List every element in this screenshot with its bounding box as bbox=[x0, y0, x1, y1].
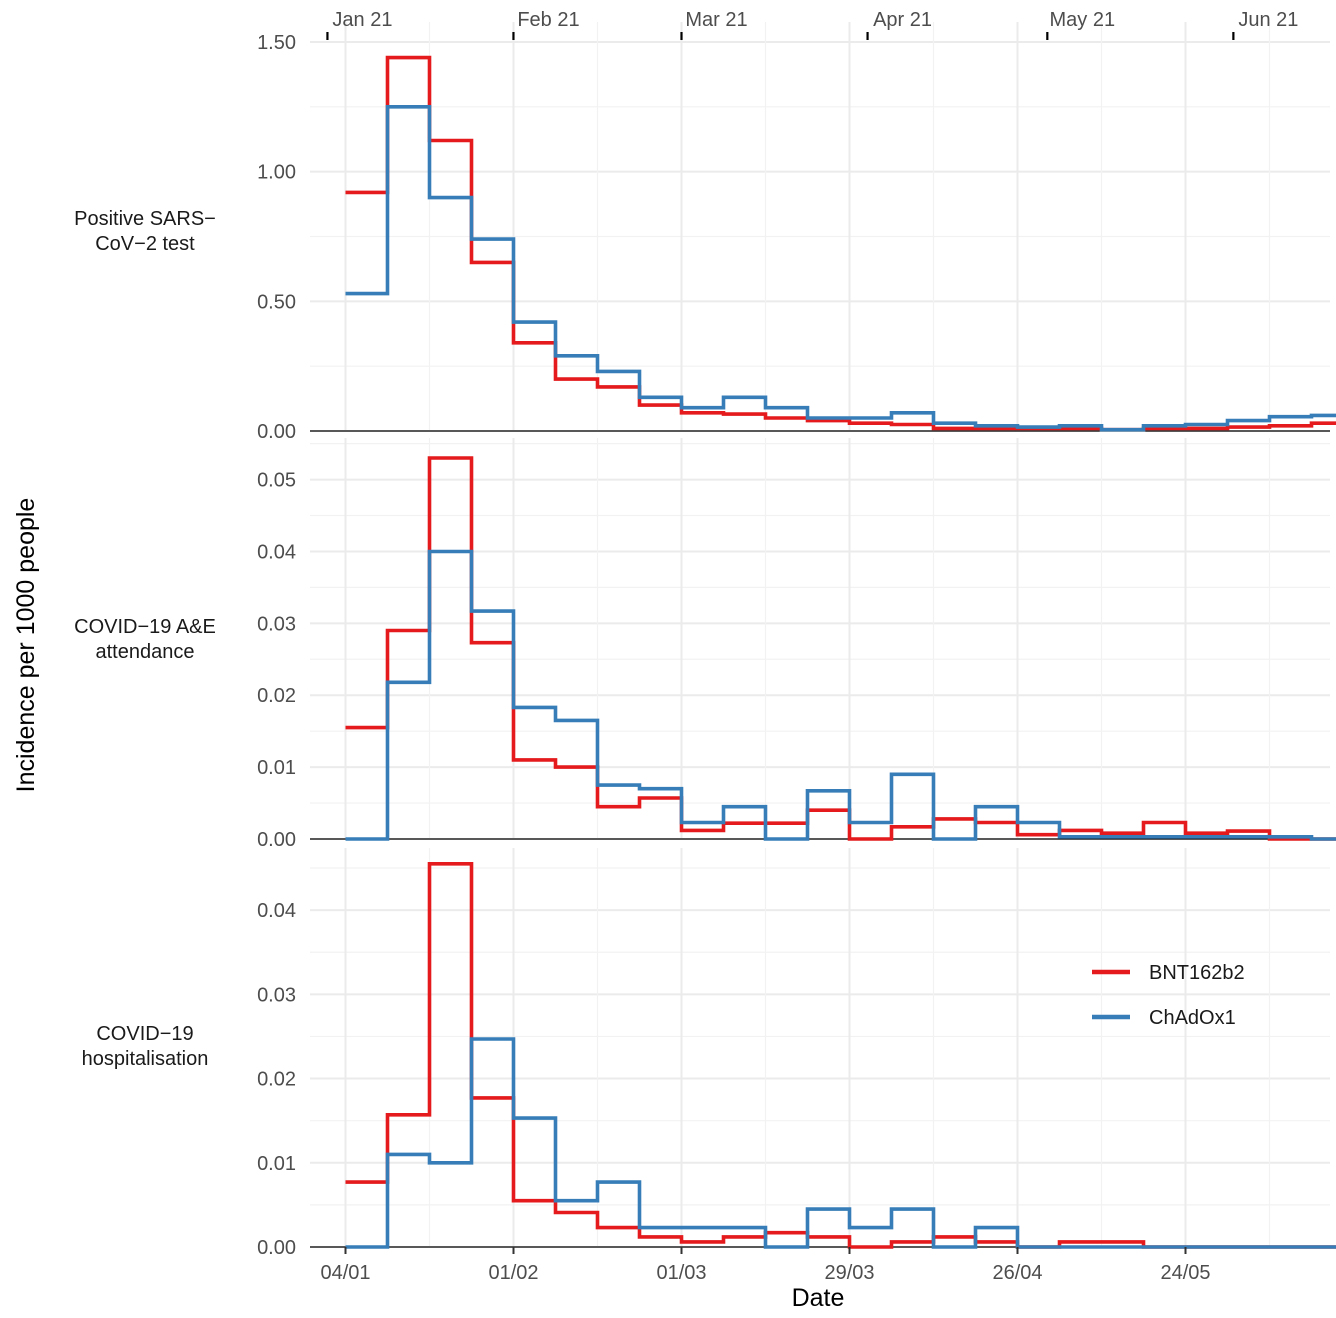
series-line-chadox1 bbox=[345, 1037, 1336, 1249]
y-tick-label: 0.03 bbox=[257, 984, 296, 1006]
x-tick-label: 29/03 bbox=[824, 1262, 874, 1284]
y-tick-label: 0.00 bbox=[257, 421, 296, 443]
labels-layer: 0.00 0.50 1.00 1.50 Positive SARS− CoV−2 test… bbox=[74, 9, 1298, 1284]
x-tick-label: 01/03 bbox=[656, 1262, 706, 1284]
top-month-label: May 21 bbox=[1050, 9, 1116, 31]
y-tick-label: 0.00 bbox=[257, 829, 296, 851]
series-line-bnt162b2 bbox=[345, 55, 1336, 432]
legend: BNT162b2 ChAdOx1 bbox=[1092, 962, 1245, 1029]
y-tick-label: 0.02 bbox=[257, 1069, 296, 1091]
y-tick-label: 0.01 bbox=[257, 757, 296, 779]
top-month-label: Feb 21 bbox=[517, 9, 579, 31]
x-tick-label: 26/04 bbox=[992, 1262, 1042, 1284]
series-line-bnt162b2 bbox=[345, 862, 1336, 1249]
y-tick-label: 1.50 bbox=[257, 32, 296, 54]
y-tick-label: 0.05 bbox=[257, 470, 296, 492]
top-month-label: Jan 21 bbox=[332, 9, 392, 31]
panel-label: CoV−2 test bbox=[95, 233, 195, 255]
panel-label: COVID−19 bbox=[96, 1023, 193, 1045]
legend-label: BNT162b2 bbox=[1149, 962, 1245, 984]
x-tick-label: 24/05 bbox=[1160, 1262, 1210, 1284]
panel-label: Positive SARS− bbox=[74, 208, 216, 230]
panel-label: attendance bbox=[96, 641, 195, 663]
y-tick-label: 0.03 bbox=[257, 613, 296, 635]
panel-label: COVID−19 A&E bbox=[74, 616, 216, 638]
top-month-label: Apr 21 bbox=[873, 9, 932, 31]
series-line-chadox1 bbox=[345, 105, 1336, 432]
series-line-chadox1 bbox=[345, 549, 1336, 841]
y-tick-label: 0.00 bbox=[257, 1237, 296, 1259]
legend-label: ChAdOx1 bbox=[1149, 1007, 1236, 1029]
y-tick-label: 0.04 bbox=[257, 541, 296, 563]
x-tick-label: 01/02 bbox=[488, 1262, 538, 1284]
y-tick-label: 0.01 bbox=[257, 1153, 296, 1175]
y-tick-label: 0.02 bbox=[257, 685, 296, 707]
panel-label: hospitalisation bbox=[82, 1048, 209, 1070]
x-tick-label: 04/01 bbox=[320, 1262, 370, 1284]
top-month-label: Jun 21 bbox=[1238, 9, 1298, 31]
x-axis-title: Date bbox=[792, 1284, 845, 1312]
y-tick-label: 1.00 bbox=[257, 162, 296, 184]
y-tick-label: 0.04 bbox=[257, 900, 296, 922]
series-layer bbox=[345, 55, 1336, 1249]
y-tick-label: 0.50 bbox=[257, 291, 296, 313]
grid-layer bbox=[310, 22, 1330, 1248]
y-axis-title: Incidence per 1000 people bbox=[12, 498, 40, 793]
top-month-label: Mar 21 bbox=[685, 9, 747, 31]
